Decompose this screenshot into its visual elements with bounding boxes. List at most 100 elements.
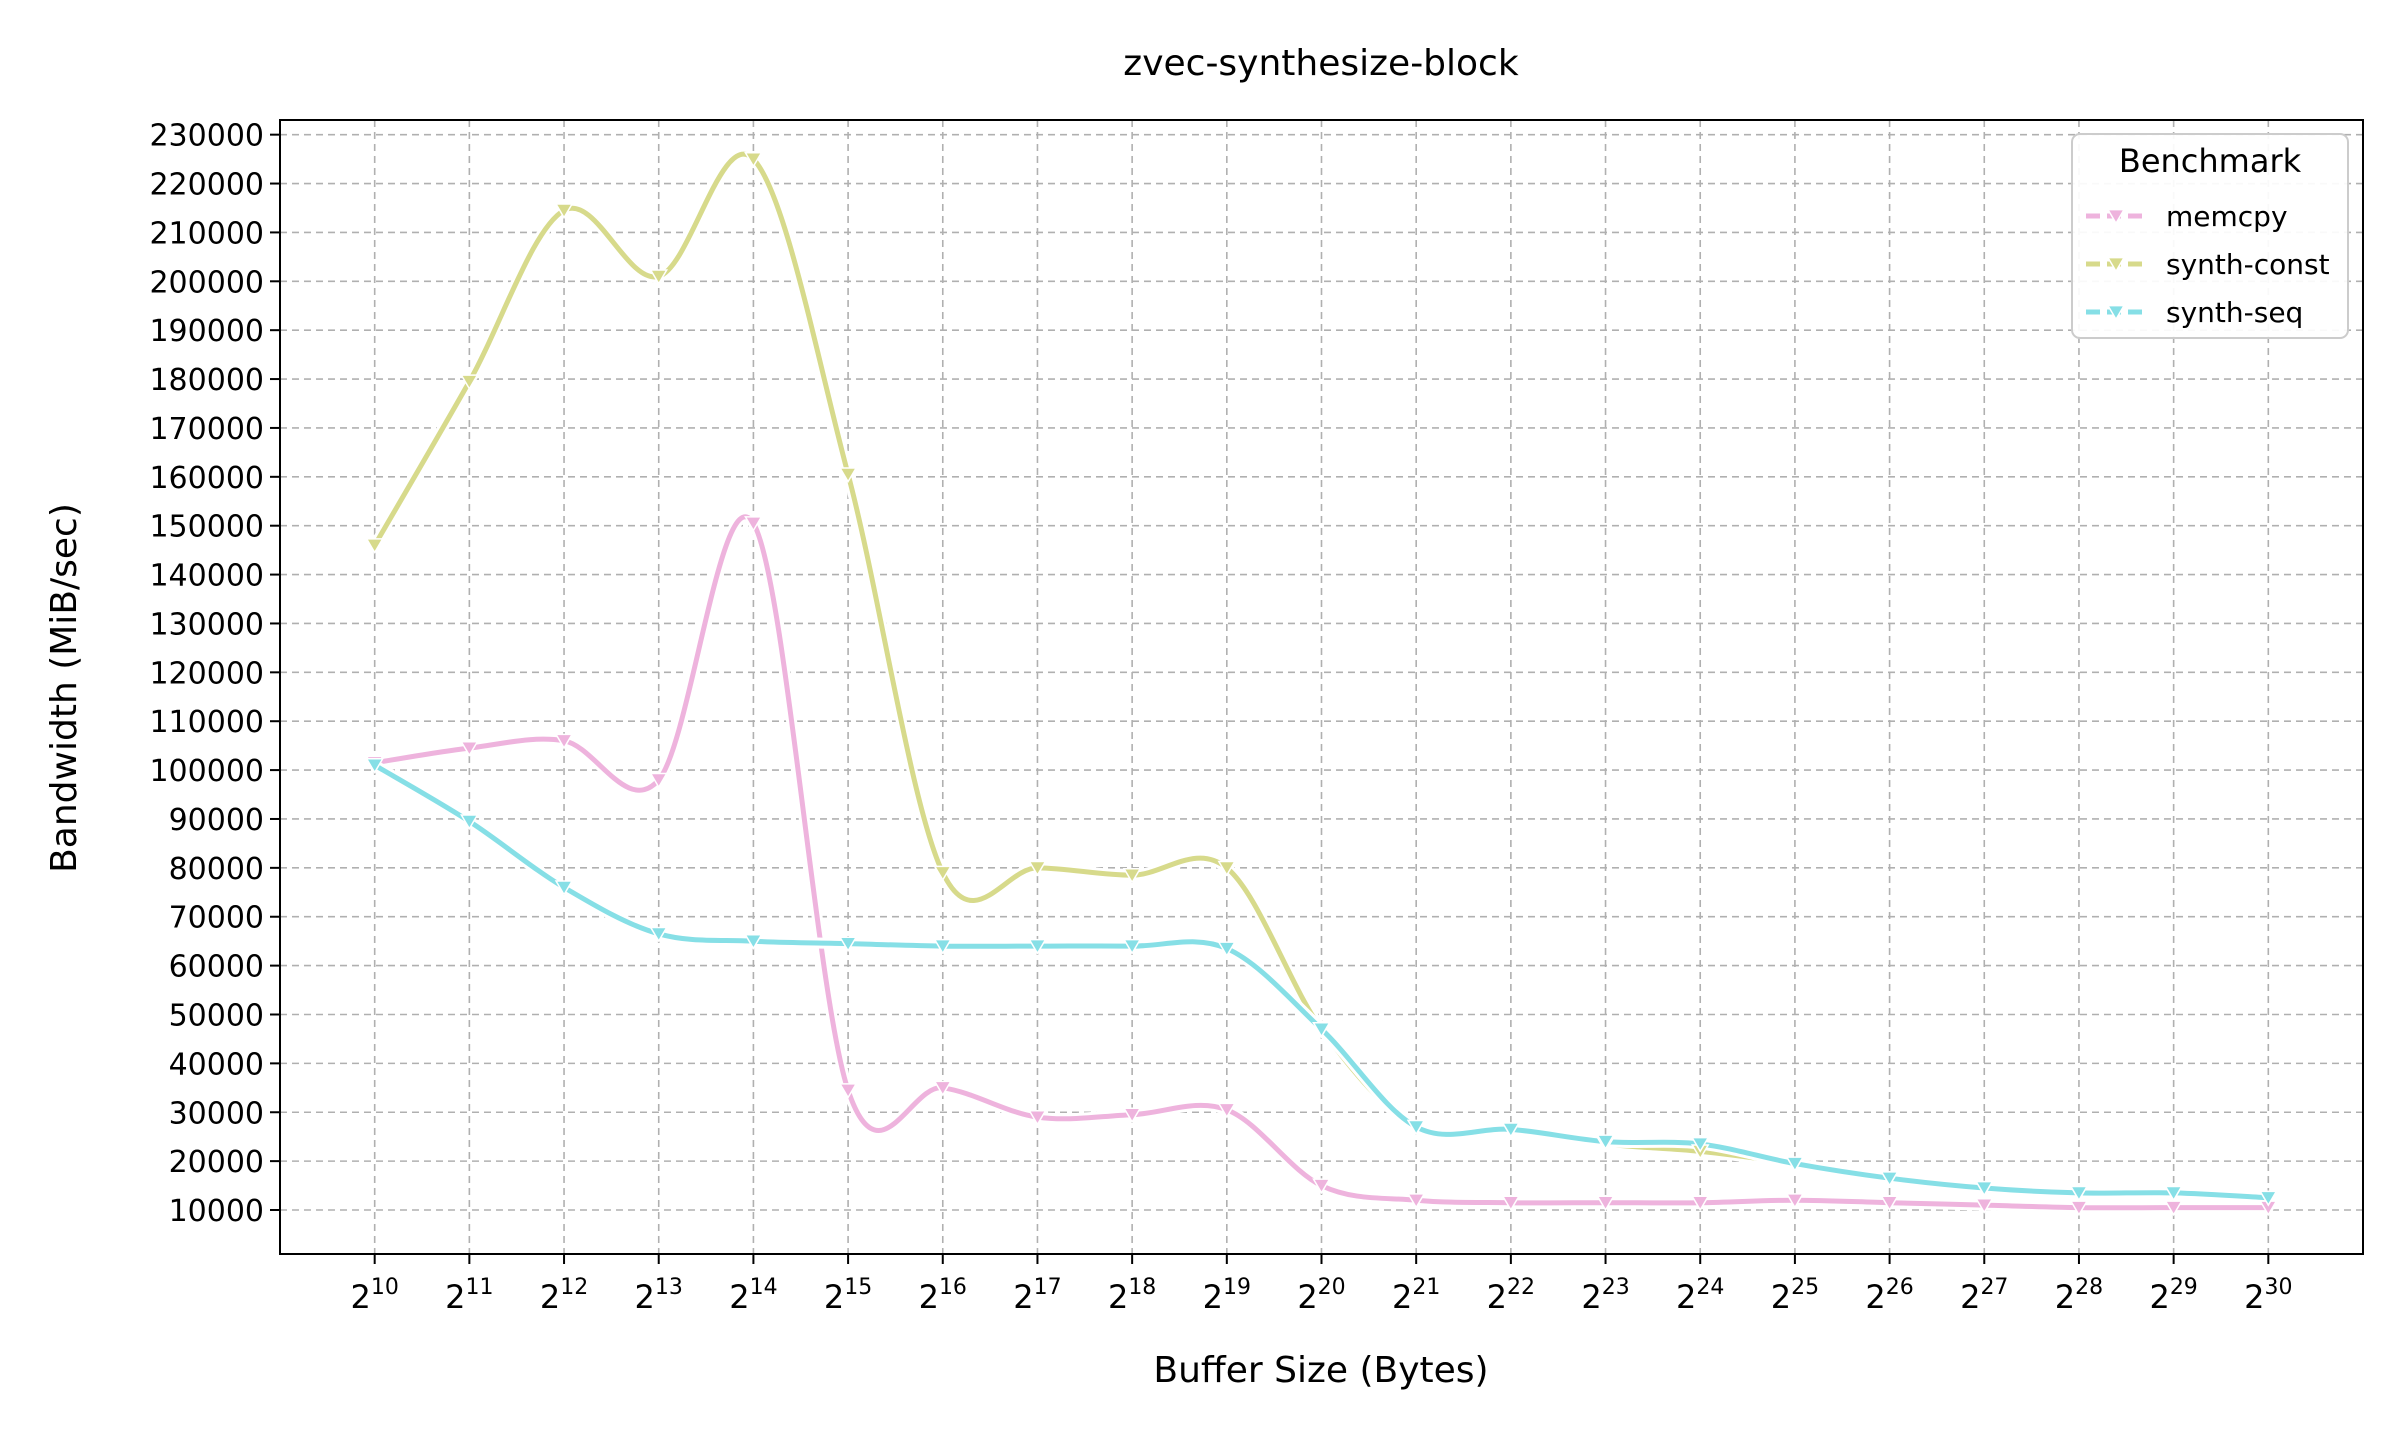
legend-title: Benchmark [2119, 142, 2302, 180]
y-tick-label: 180000 [149, 363, 264, 398]
data-point-memcpy [1690, 1195, 1710, 1212]
data-point-synth-seq [554, 880, 574, 897]
legend-marker-synth-const [2106, 256, 2126, 273]
y-tick-label: 160000 [149, 461, 264, 496]
data-point-memcpy [1785, 1193, 1805, 1209]
x-tick-label: 214 [729, 1275, 777, 1316]
legend-box [2071, 133, 2349, 339]
data-point-synth-seq [744, 934, 763, 950]
grid-lines [280, 120, 2363, 1254]
data-point-synth-const [460, 374, 479, 391]
y-tick-label: 170000 [149, 412, 264, 447]
y-tick-label: 200000 [149, 265, 264, 300]
y-tick-label: 30000 [169, 1096, 264, 1131]
y-tick-label: 120000 [149, 656, 264, 691]
data-point-synth-seq [1217, 941, 1237, 958]
data-point-synth-seq [1974, 1180, 1994, 1197]
x-tick-label: 218 [1108, 1275, 1156, 1316]
data-point-synth-const [365, 538, 384, 554]
data-point-synth-const [933, 865, 953, 882]
data-point-synth-seq [1406, 1119, 1426, 1136]
data-point-synth-const [1028, 860, 1047, 877]
data-point-memcpy [1596, 1195, 1615, 1212]
y-tick-label: 90000 [169, 803, 264, 838]
y-axis-ticks: 10000 20000 30000 40000 50000 60000 70000 80000… [149, 119, 280, 1229]
x-tick-label: 223 [1581, 1275, 1629, 1316]
data-point-memcpy [1217, 1102, 1237, 1119]
legend-label-synth-seq: synth-seq [2166, 296, 2303, 329]
series-line-memcpy [372, 514, 2271, 1211]
y-tick-label: 60000 [169, 950, 264, 985]
data-point-synth-seq [838, 936, 858, 953]
data-point-memcpy [1974, 1197, 1994, 1214]
data-point-synth-const [554, 203, 574, 220]
legend-label-synth-const: synth-const [2166, 248, 2330, 281]
data-point-synth-seq [2069, 1185, 2089, 1202]
legend-label-memcpy: memcpy [2166, 200, 2288, 233]
data-point-memcpy [1406, 1193, 1426, 1209]
y-tick-label: 70000 [169, 901, 264, 936]
y-tick-label: 20000 [169, 1145, 264, 1180]
data-point-memcpy [1028, 1109, 1047, 1126]
x-tick-label: 210 [351, 1275, 399, 1316]
x-tick-label: 229 [2149, 1275, 2197, 1316]
y-tick-label: 220000 [149, 168, 264, 203]
y-tick-label: 80000 [169, 852, 264, 887]
y-tick-label: 150000 [149, 510, 264, 545]
y-tick-label: 40000 [169, 1047, 264, 1082]
x-tick-label: 219 [1203, 1275, 1251, 1316]
y-tick-label: 210000 [149, 216, 264, 251]
series-markers [365, 151, 2278, 1217]
y-tick-label: 10000 [169, 1194, 264, 1229]
legend-marker-memcpy [2106, 208, 2126, 225]
data-point-memcpy [933, 1080, 953, 1097]
x-tick-label: 222 [1487, 1275, 1535, 1316]
x-axis-ticks: 210 211 212 213 214 215 216 217 218 219 220 221 222 2… [351, 1254, 2292, 1316]
data-point-synth-const [1122, 868, 1142, 884]
x-tick-label: 212 [540, 1275, 588, 1316]
data-point-synth-seq [365, 758, 384, 774]
y-tick-label: 140000 [149, 559, 264, 594]
x-tick-label: 220 [1297, 1275, 1345, 1316]
data-point-memcpy [460, 740, 479, 757]
data-point-memcpy [649, 772, 669, 789]
data-point-synth-seq [460, 814, 479, 831]
data-point-synth-seq [1690, 1136, 1710, 1153]
data-point-synth-seq [2164, 1185, 2183, 1202]
x-tick-label: 225 [1771, 1275, 1819, 1316]
legend-items: memcpy synth-const synth-seq [2086, 200, 2330, 329]
data-point-synth-seq [1122, 938, 1142, 955]
data-point-synth-seq [933, 938, 953, 955]
y-tick-label: 100000 [149, 754, 264, 789]
data-point-synth-const [649, 269, 669, 286]
y-tick-label: 130000 [149, 607, 264, 642]
y-tick-label: 110000 [149, 705, 264, 740]
data-point-synth-seq [1880, 1171, 1899, 1187]
x-tick-label: 228 [2055, 1275, 2103, 1316]
data-point-synth-seq [2259, 1190, 2278, 1207]
x-tick-label: 230 [2244, 1275, 2292, 1316]
data-point-memcpy [1880, 1195, 1899, 1212]
data-point-synth-seq [1028, 938, 1047, 955]
x-axis-label: Buffer Size (Bytes) [1153, 1350, 1488, 1391]
x-tick-label: 216 [919, 1275, 967, 1316]
data-point-memcpy [838, 1083, 858, 1099]
y-tick-label: 190000 [149, 314, 264, 349]
data-point-synth-const [838, 467, 858, 484]
data-point-memcpy [1122, 1107, 1142, 1124]
x-tick-label: 213 [635, 1275, 683, 1316]
data-point-memcpy [1501, 1195, 1521, 1212]
y-tick-label: 230000 [149, 119, 264, 154]
data-point-memcpy [554, 733, 574, 750]
x-tick-label: 215 [824, 1275, 872, 1316]
legend: Benchmark memcpy synth-const synth-seq [2071, 133, 2349, 339]
x-tick-label: 217 [1013, 1275, 1061, 1316]
data-point-synth-seq [1596, 1134, 1615, 1151]
x-tick-label: 227 [1960, 1275, 2008, 1316]
data-point-synth-seq [1501, 1122, 1521, 1139]
data-point-synth-const [744, 151, 763, 168]
data-point-synth-seq [1785, 1156, 1805, 1173]
x-tick-label: 221 [1392, 1275, 1440, 1316]
